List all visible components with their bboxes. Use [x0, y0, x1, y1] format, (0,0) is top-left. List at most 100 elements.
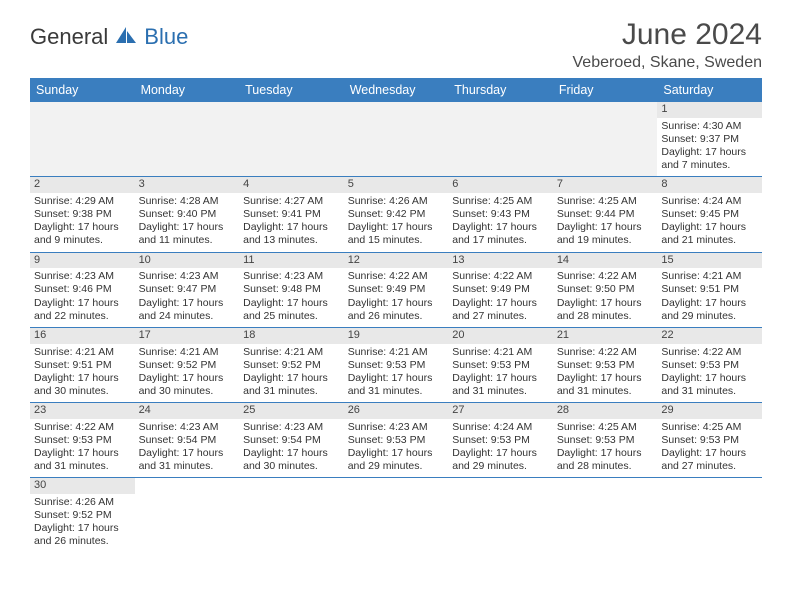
title-block: June 2024 Veberoed, Skane, Sweden	[573, 18, 762, 72]
calendar-cell: 20 Sunrise: 4:21 AMSunset: 9:53 PMDayligh…	[448, 327, 553, 402]
day-number: 20	[448, 328, 553, 344]
calendar-cell	[344, 102, 449, 177]
sunset-text: Sunset: 9:53 PM	[661, 434, 758, 447]
sunrise-text: Sunrise: 4:21 AM	[139, 346, 236, 359]
calendar-cell	[448, 478, 553, 553]
calendar-cell: 1Sunrise: 4:30 AMSunset: 9:37 PMDaylight…	[657, 102, 762, 177]
calendar-cell: 26Sunrise: 4:23 AMSunset: 9:53 PMDayligh…	[344, 403, 449, 478]
calendar-cell	[448, 102, 553, 177]
day-number: 15	[657, 253, 762, 269]
daylight-text: Daylight: 17 hours and 24 minutes.	[139, 297, 236, 323]
sunset-text: Sunset: 9:37 PM	[661, 133, 758, 146]
calendar-cell	[344, 478, 449, 553]
daylight-text: Daylight: 17 hours and 25 minutes.	[243, 297, 340, 323]
day-number: 24	[135, 403, 240, 419]
day-number: 10	[135, 253, 240, 269]
sunrise-text: Sunrise: 4:25 AM	[452, 195, 549, 208]
day-number: 7	[553, 177, 658, 193]
day-number: 9	[30, 253, 135, 269]
calendar-table: SundayMondayTuesdayWednesdayThursdayFrid…	[30, 78, 762, 553]
sunrise-text: Sunrise: 4:22 AM	[557, 270, 654, 283]
sunrise-text: Sunrise: 4:25 AM	[661, 421, 758, 434]
sunrise-text: Sunrise: 4:22 AM	[348, 270, 445, 283]
day-header: Saturday	[657, 78, 762, 102]
day-header-row: SundayMondayTuesdayWednesdayThursdayFrid…	[30, 78, 762, 102]
day-number: 13	[448, 253, 553, 269]
sunset-text: Sunset: 9:51 PM	[34, 359, 131, 372]
daylight-text: Daylight: 17 hours and 27 minutes.	[452, 297, 549, 323]
day-number: 3	[135, 177, 240, 193]
sunset-text: Sunset: 9:53 PM	[348, 359, 445, 372]
daylight-text: Daylight: 17 hours and 26 minutes.	[348, 297, 445, 323]
day-number: 8	[657, 177, 762, 193]
sunset-text: Sunset: 9:51 PM	[661, 283, 758, 296]
daylight-text: Daylight: 17 hours and 29 minutes.	[661, 297, 758, 323]
sunset-text: Sunset: 9:52 PM	[243, 359, 340, 372]
sunrise-text: Sunrise: 4:21 AM	[348, 346, 445, 359]
daylight-text: Daylight: 17 hours and 21 minutes.	[661, 221, 758, 247]
logo-text-general: General	[30, 24, 108, 50]
calendar-cell: 7Sunrise: 4:25 AMSunset: 9:44 PMDaylight…	[553, 177, 658, 252]
daylight-text: Daylight: 17 hours and 30 minutes.	[243, 447, 340, 473]
daylight-text: Daylight: 17 hours and 31 minutes.	[557, 372, 654, 398]
sunset-text: Sunset: 9:53 PM	[661, 359, 758, 372]
daylight-text: Daylight: 17 hours and 17 minutes.	[452, 221, 549, 247]
sunset-text: Sunset: 9:40 PM	[139, 208, 236, 221]
sunrise-text: Sunrise: 4:23 AM	[243, 270, 340, 283]
sail-icon	[114, 25, 138, 50]
calendar-cell: 8Sunrise: 4:24 AMSunset: 9:45 PMDaylight…	[657, 177, 762, 252]
sunset-text: Sunset: 9:44 PM	[557, 208, 654, 221]
daylight-text: Daylight: 17 hours and 28 minutes.	[557, 297, 654, 323]
calendar-cell: 28Sunrise: 4:25 AMSunset: 9:53 PMDayligh…	[553, 403, 658, 478]
day-header: Monday	[135, 78, 240, 102]
sunrise-text: Sunrise: 4:27 AM	[243, 195, 340, 208]
sunrise-text: Sunrise: 4:21 AM	[243, 346, 340, 359]
calendar-cell: 15Sunrise: 4:21 AMSunset: 9:51 PMDayligh…	[657, 252, 762, 327]
daylight-text: Daylight: 17 hours and 28 minutes.	[557, 447, 654, 473]
day-number: 12	[344, 253, 449, 269]
daylight-text: Daylight: 17 hours and 7 minutes.	[661, 146, 758, 172]
daylight-text: Daylight: 17 hours and 31 minutes.	[661, 372, 758, 398]
sunrise-text: Sunrise: 4:30 AM	[661, 120, 758, 133]
sunset-text: Sunset: 9:47 PM	[139, 283, 236, 296]
calendar-cell: 12Sunrise: 4:22 AMSunset: 9:49 PMDayligh…	[344, 252, 449, 327]
sunrise-text: Sunrise: 4:26 AM	[34, 496, 131, 509]
sunrise-text: Sunrise: 4:21 AM	[452, 346, 549, 359]
calendar-cell: 27Sunrise: 4:24 AMSunset: 9:53 PMDayligh…	[448, 403, 553, 478]
sunrise-text: Sunrise: 4:23 AM	[34, 270, 131, 283]
calendar-cell	[553, 478, 658, 553]
calendar-cell: 6Sunrise: 4:25 AMSunset: 9:43 PMDaylight…	[448, 177, 553, 252]
day-header: Thursday	[448, 78, 553, 102]
day-number: 17	[135, 328, 240, 344]
sunrise-text: Sunrise: 4:22 AM	[34, 421, 131, 434]
calendar-cell: 22Sunrise: 4:22 AMSunset: 9:53 PMDayligh…	[657, 327, 762, 402]
logo: General Blue	[30, 24, 188, 50]
day-number: 29	[657, 403, 762, 419]
calendar-cell: 14Sunrise: 4:22 AMSunset: 9:50 PMDayligh…	[553, 252, 658, 327]
daylight-text: Daylight: 17 hours and 30 minutes.	[34, 372, 131, 398]
calendar-cell: 13Sunrise: 4:22 AMSunset: 9:49 PMDayligh…	[448, 252, 553, 327]
day-number: 25	[239, 403, 344, 419]
calendar-cell	[30, 102, 135, 177]
calendar-cell: 24Sunrise: 4:23 AMSunset: 9:54 PMDayligh…	[135, 403, 240, 478]
sunrise-text: Sunrise: 4:29 AM	[34, 195, 131, 208]
sunrise-text: Sunrise: 4:26 AM	[348, 195, 445, 208]
calendar-cell: 5Sunrise: 4:26 AMSunset: 9:42 PMDaylight…	[344, 177, 449, 252]
day-number: 6	[448, 177, 553, 193]
day-number: 4	[239, 177, 344, 193]
daylight-text: Daylight: 17 hours and 31 minutes.	[452, 372, 549, 398]
sunset-text: Sunset: 9:53 PM	[452, 359, 549, 372]
calendar-cell: 4Sunrise: 4:27 AMSunset: 9:41 PMDaylight…	[239, 177, 344, 252]
calendar-body: 1Sunrise: 4:30 AMSunset: 9:37 PMDaylight…	[30, 102, 762, 553]
day-number: 21	[553, 328, 658, 344]
sunrise-text: Sunrise: 4:21 AM	[34, 346, 131, 359]
day-number: 11	[239, 253, 344, 269]
sunrise-text: Sunrise: 4:24 AM	[452, 421, 549, 434]
calendar-cell: 11Sunrise: 4:23 AMSunset: 9:48 PMDayligh…	[239, 252, 344, 327]
calendar-cell: 25Sunrise: 4:23 AMSunset: 9:54 PMDayligh…	[239, 403, 344, 478]
daylight-text: Daylight: 17 hours and 13 minutes.	[243, 221, 340, 247]
day-header: Wednesday	[344, 78, 449, 102]
day-number: 30	[30, 478, 135, 494]
sunset-text: Sunset: 9:46 PM	[34, 283, 131, 296]
sunset-text: Sunset: 9:50 PM	[557, 283, 654, 296]
